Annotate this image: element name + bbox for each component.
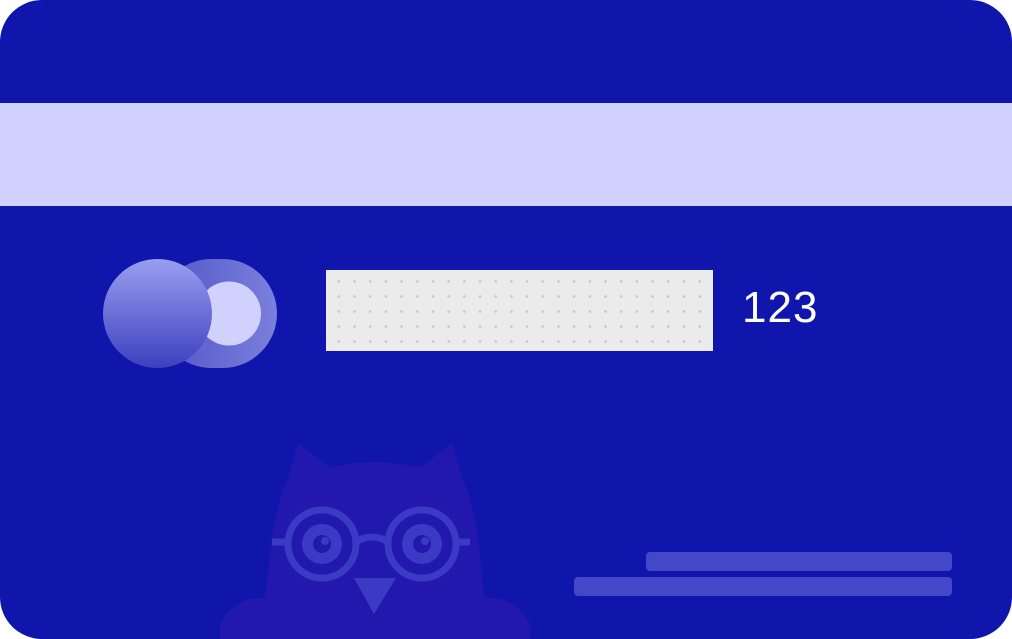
owl-logo-icon bbox=[220, 443, 530, 639]
cvv-code: 123 bbox=[742, 283, 819, 332]
toggle-switch-icon bbox=[103, 259, 277, 368]
signature-panel bbox=[326, 270, 713, 351]
magnetic-stripe bbox=[0, 103, 1012, 206]
info-bar-top bbox=[646, 552, 952, 571]
info-bar-bottom bbox=[574, 577, 952, 596]
